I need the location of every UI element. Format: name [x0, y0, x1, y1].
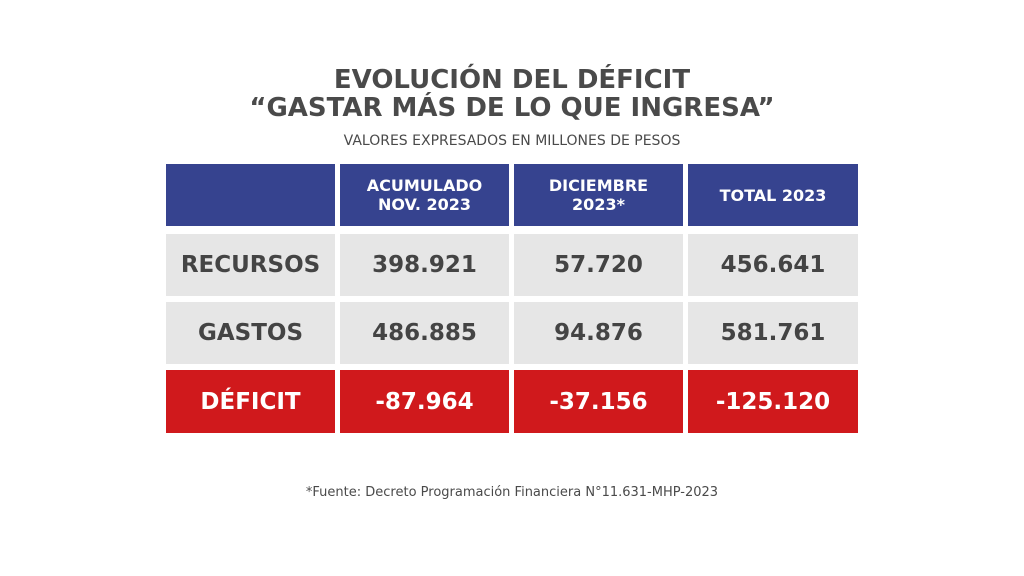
header-diciembre: DICIEMBRE 2023* — [514, 164, 683, 226]
row-label-recursos: RECURSOS — [166, 234, 335, 296]
subtitle: VALORES EXPRESADOS EN MILLONES DE PESOS — [343, 133, 681, 149]
title-line-2: “GASTAR MÁS DE LO QUE INGRESA” — [249, 93, 775, 123]
cell-value: -37.156 — [514, 370, 683, 433]
row-label-gastos: GASTOS — [166, 302, 335, 364]
header-total: TOTAL 2023 — [688, 164, 858, 226]
cell-value: -87.964 — [340, 370, 509, 433]
title-line-1: EVOLUCIÓN DEL DÉFICIT — [333, 65, 691, 95]
cell-value: 57.720 — [514, 234, 683, 296]
footnote: *Fuente: Decreto Programación Financiera… — [305, 485, 719, 500]
cell-value: 398.921 — [340, 234, 509, 296]
cell-value: -125.120 — [688, 370, 858, 433]
cell-value: 456.641 — [688, 234, 858, 296]
cell-value: 581.761 — [688, 302, 858, 364]
cell-value: 94.876 — [514, 302, 683, 364]
cell-value: 486.885 — [340, 302, 509, 364]
header-empty — [166, 164, 335, 226]
row-label-deficit: DÉFICIT — [166, 370, 335, 433]
header-acumulado: ACUMULADO NOV. 2023 — [340, 164, 509, 226]
